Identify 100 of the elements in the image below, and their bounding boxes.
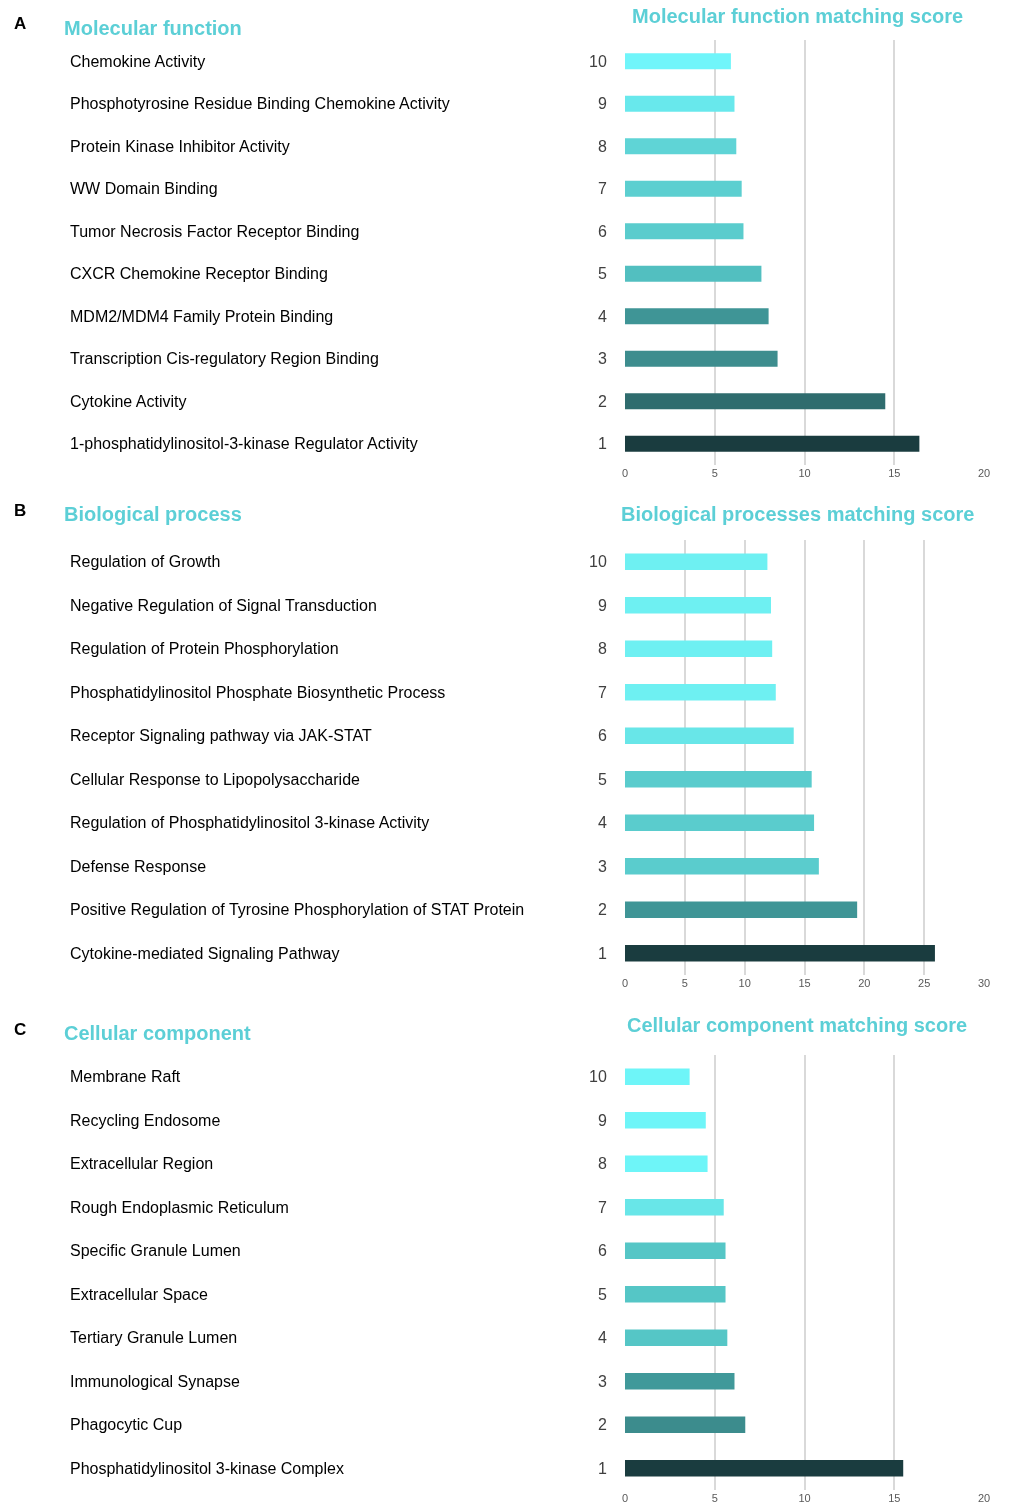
text: Rough Endoplasmic Reticulum (70, 1199, 289, 1216)
y-tick-label: 9 (597, 596, 607, 614)
y-tick-label: 3 (597, 1372, 607, 1390)
bar (625, 901, 858, 919)
bar (625, 1329, 728, 1347)
y-tick-label: 5 (597, 770, 607, 788)
bar (625, 393, 886, 410)
bar (625, 95, 735, 112)
text: Protein Kinase Inhibitor Activity (70, 138, 290, 155)
bar (625, 1155, 708, 1173)
bar (625, 180, 742, 197)
y-tick-label: 1 (597, 1459, 607, 1477)
x-tick-label: 10 (798, 1492, 811, 1504)
bar (625, 770, 812, 788)
y-tick-label: 7 (597, 1198, 607, 1216)
x-tick-label: 20 (977, 1492, 991, 1504)
bar (625, 944, 935, 962)
x-tick-label: 15 (798, 977, 811, 989)
text: Chemokine Activity (70, 53, 206, 70)
text: Phagocytic Cup (70, 1416, 183, 1433)
y-tick-label: 4 (597, 1329, 607, 1347)
y-tick-label: 1 (597, 944, 607, 962)
text: Cytokine-mediated Signaling Pathway (70, 945, 340, 962)
bar (625, 683, 776, 701)
bar (625, 857, 819, 875)
y-tick-label: 6 (597, 222, 607, 240)
text: Tertiary Granule Lumen (70, 1329, 238, 1346)
x-tick-label: 5 (711, 467, 718, 479)
bar (625, 596, 771, 614)
y-tick-label: 8 (597, 137, 607, 155)
text: Phosphotyrosine Residue Binding Chemokine Activity (70, 95, 450, 112)
y-tick-label: 6 (597, 1242, 607, 1260)
x-tick-label: 25 (918, 977, 931, 989)
y-tick-label: 4 (597, 814, 607, 832)
x-tick-label: 5 (681, 977, 688, 989)
y-tick-label: 2 (597, 392, 607, 410)
bar (625, 553, 768, 571)
y-tick-label: 1 (597, 435, 607, 453)
x-tick-label: 20 (977, 467, 991, 479)
y-tick-label: 2 (597, 901, 607, 919)
bar (625, 1416, 746, 1434)
bar (625, 1111, 706, 1129)
y-tick-label: 9 (597, 1111, 607, 1129)
text: Receptor Signaling pathway via JAK-STAT (70, 727, 372, 744)
text: Specific Granule Lumen (70, 1242, 241, 1259)
y-tick-label: 4 (597, 307, 607, 325)
text: Tumor Necrosis Factor Receptor Binding (70, 223, 360, 240)
text: Phosphatidylinositol Phosphate Biosynthetic Process (70, 684, 446, 701)
y-tick-label: 5 (597, 265, 607, 283)
text: Phosphatidylinositol 3-kinase Complex (70, 1460, 344, 1477)
text: Cytokine Activity (70, 393, 187, 410)
bar (625, 1372, 735, 1390)
y-tick-label: 10 (589, 52, 607, 70)
bar (625, 640, 773, 658)
x-tick-label: 10 (798, 467, 811, 479)
bar (625, 814, 815, 832)
x-tick-label: 0 (621, 977, 629, 989)
text: 1-phosphatidylinositol-3-kinase Regulator Activity (70, 435, 418, 452)
bar (625, 223, 744, 240)
bar (625, 435, 920, 452)
text: Transcription Cis-regulatory Region Binding (70, 350, 379, 367)
text: Regulation of Growth (70, 553, 221, 570)
text: C (14, 1020, 27, 1039)
y-tick-label: 2 (597, 1416, 607, 1434)
bar (625, 1285, 726, 1303)
x-tick-label: 0 (621, 1492, 629, 1504)
bar (625, 53, 731, 70)
y-tick-label: 5 (597, 1285, 607, 1303)
y-tick-label: 10 (589, 1068, 607, 1086)
x-tick-label: 15 (888, 467, 901, 479)
y-tick-label: 8 (597, 640, 607, 658)
x-tick-label: 5 (711, 1492, 718, 1504)
text: Molecular function (64, 17, 242, 39)
x-tick-label: 15 (888, 1492, 901, 1504)
text: CXCR Chemokine Receptor Binding (70, 265, 328, 282)
text: Immunological Synapse (70, 1373, 240, 1390)
bar (625, 138, 737, 155)
text: WW Domain Binding (70, 180, 218, 197)
y-tick-label: 6 (597, 727, 607, 745)
bar (625, 1068, 690, 1086)
x-tick-label: 30 (977, 977, 991, 989)
y-tick-label: 3 (597, 350, 607, 368)
text: MDM2/MDM4 Family Protein Binding (70, 308, 334, 325)
x-tick-label: 10 (738, 977, 751, 989)
bar (625, 265, 762, 282)
text: Positive Regulation of Tyrosine Phosphorylation of STAT Protein (70, 901, 525, 918)
y-tick-label: 3 (597, 857, 607, 875)
bar (625, 1198, 724, 1216)
y-tick-label: 7 (597, 180, 607, 198)
y-tick-label: 9 (597, 95, 607, 113)
text: Extracellular Region (70, 1155, 214, 1172)
bar (625, 350, 778, 367)
bar (625, 308, 769, 325)
text: Negative Regulation of Signal Transduction (70, 597, 377, 614)
y-tick-label: 7 (597, 683, 607, 701)
text: Cellular Response to Lipopolysaccharide (70, 771, 361, 788)
text: Cellular component (64, 1022, 252, 1044)
text: Defense Response (70, 858, 207, 875)
text: Membrane Raft (70, 1068, 181, 1085)
y-tick-label: 8 (597, 1155, 607, 1173)
